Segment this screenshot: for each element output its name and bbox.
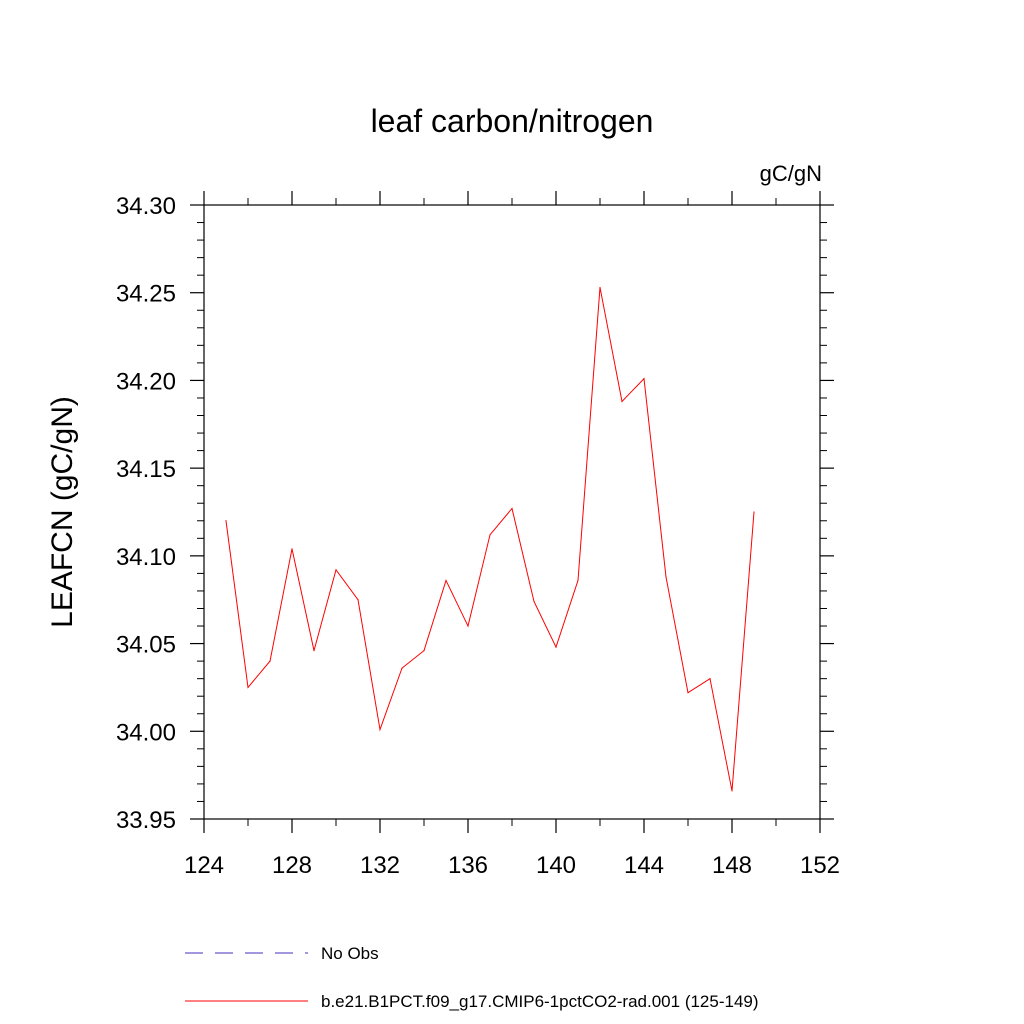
y-tick-label: 33.95 (116, 807, 176, 834)
plot-frame (203, 204, 821, 820)
data-point (357, 599, 359, 601)
data-point (665, 576, 667, 578)
data-point (291, 548, 293, 550)
data-point (577, 579, 579, 582)
y-tick-label: 34.25 (116, 281, 176, 308)
x-tick-label: 140 (536, 852, 576, 879)
data-point (313, 649, 315, 652)
data-point (621, 400, 623, 403)
data-point (687, 692, 689, 694)
legend: No Obs b.e21.B1PCT.f09_g17.CMIP6-1pctCO2… (185, 944, 759, 1011)
data-point (511, 507, 513, 510)
data-point (467, 625, 469, 627)
data-point (753, 511, 755, 513)
y-tick-label: 34.15 (116, 456, 176, 483)
data-point (731, 790, 733, 792)
legend-label-run: b.e21.B1PCT.f09_g17.CMIP6-1pctCO2-rad.00… (321, 992, 759, 1011)
y-tick-label: 34.10 (116, 544, 176, 571)
data-point (247, 686, 249, 689)
x-tick-label: 144 (624, 852, 664, 879)
data-point (533, 600, 535, 603)
data-point (335, 569, 337, 571)
minor-ticks (197, 198, 827, 826)
x-tick-label: 124 (184, 852, 224, 879)
data-point (709, 678, 711, 680)
data-point (599, 286, 601, 289)
legend-label-no-obs: No Obs (321, 944, 379, 963)
data-point (379, 728, 381, 731)
y-axis-label: LEAFCN (gC/gN) (46, 396, 79, 628)
x-tick-label: 152 (800, 852, 840, 879)
y-tick-label: 34.05 (116, 632, 176, 659)
y-tick-label: 34.00 (116, 719, 176, 746)
x-tick-label: 132 (360, 852, 400, 879)
data-point (423, 649, 425, 652)
y-tick-label: 34.20 (116, 368, 176, 395)
y-tick-label: 34.30 (116, 193, 176, 220)
x-tick-label: 136 (448, 852, 488, 879)
data-point (489, 534, 491, 536)
major-ticks (190, 191, 834, 833)
series-line (225, 287, 755, 792)
chart-title: leaf carbon/nitrogen (371, 103, 654, 139)
data-point (555, 646, 557, 648)
units-label: gC/gN (760, 161, 822, 186)
data-point (445, 579, 447, 582)
data-point (401, 667, 403, 669)
x-tick-label: 148 (712, 852, 752, 879)
data-point (643, 378, 645, 380)
series-layer (225, 286, 755, 792)
data-point (269, 660, 271, 662)
x-tick-labels: 124 128 132 136 140 144 148 152 (184, 852, 840, 879)
y-tick-labels: 33.95 34.00 34.05 34.10 34.15 34.20 34.25 34.30 (116, 193, 176, 834)
data-point (225, 520, 227, 522)
x-tick-label: 128 (272, 852, 312, 879)
